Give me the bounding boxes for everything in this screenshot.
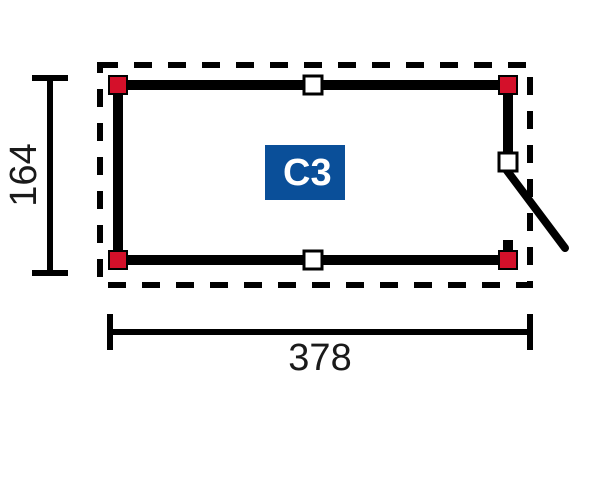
dim-vertical-value: 164 (3, 143, 45, 206)
corner-post (499, 251, 517, 269)
mid-post (304, 251, 322, 269)
corner-post (109, 251, 127, 269)
corner-post (499, 76, 517, 94)
mid-post (304, 76, 322, 94)
dim-horizontal-value: 378 (288, 337, 351, 379)
room-label-text: C3 (283, 152, 332, 194)
corner-post (109, 76, 127, 94)
mid-post (499, 153, 517, 171)
